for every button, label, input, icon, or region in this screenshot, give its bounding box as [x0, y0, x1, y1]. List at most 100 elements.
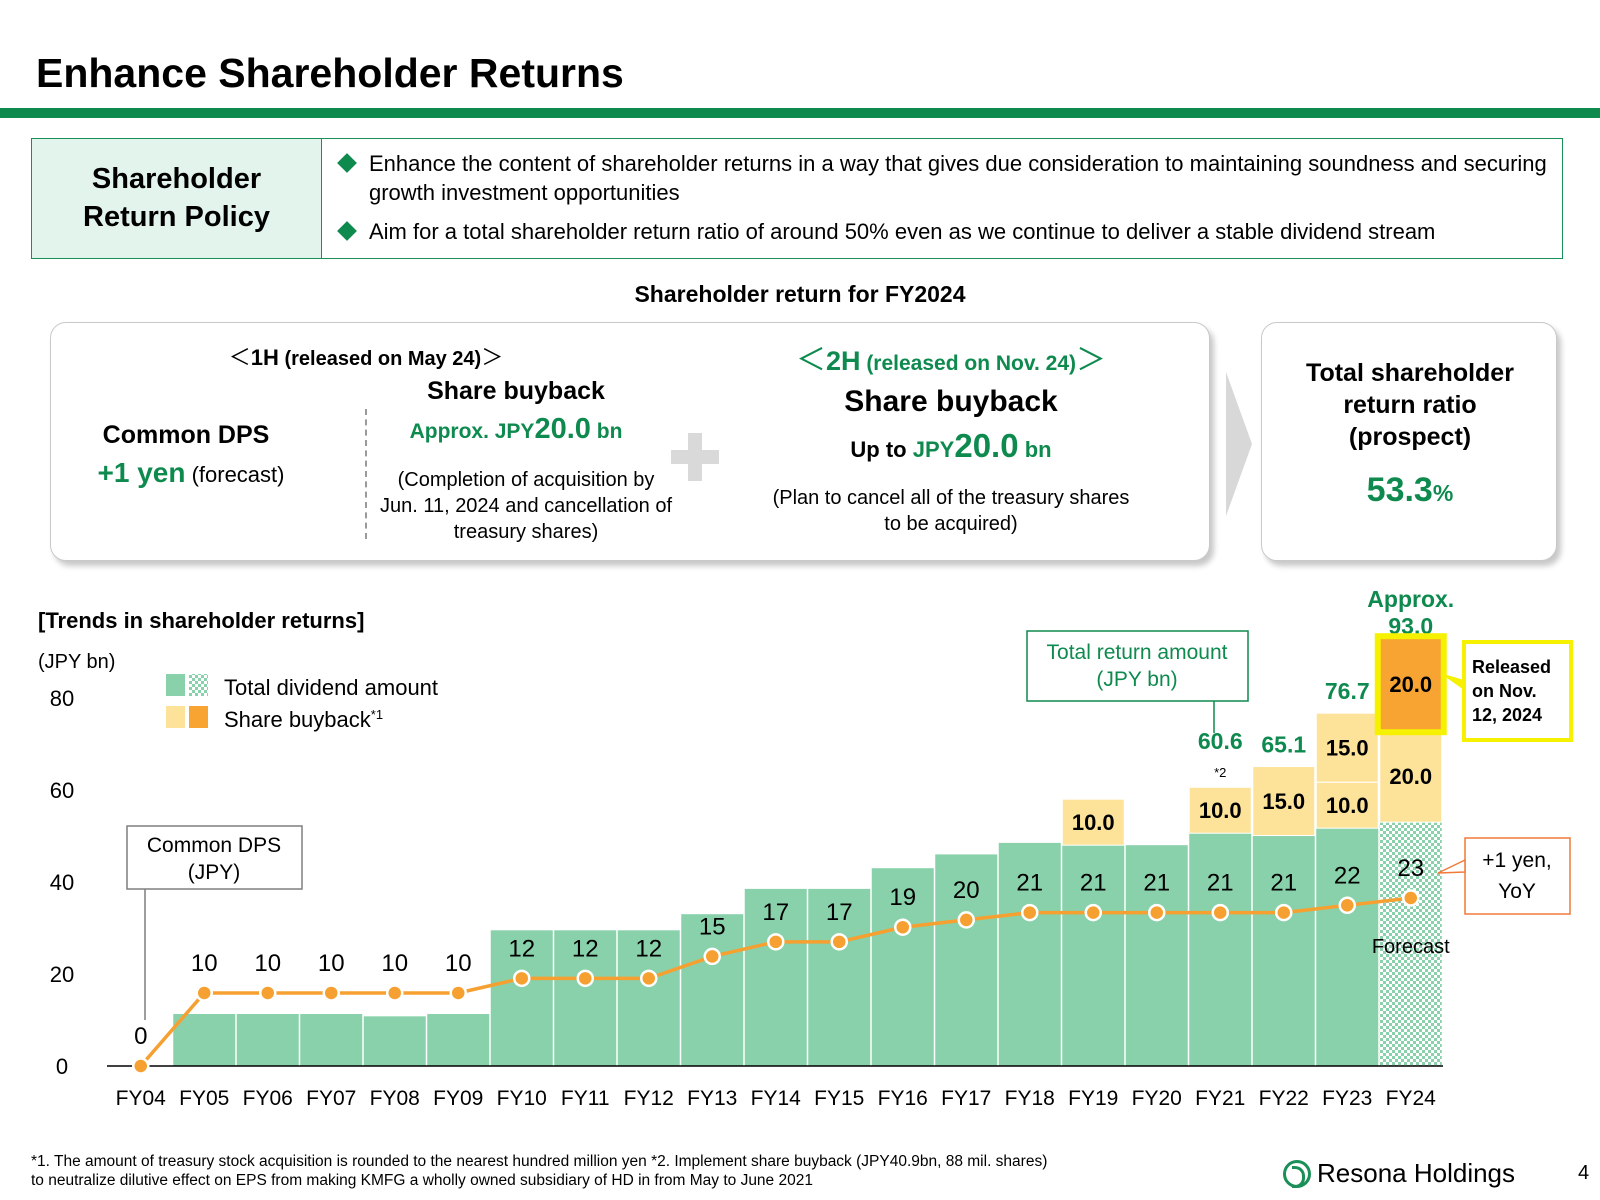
dps-point: [195, 984, 213, 1002]
dps-point: [259, 984, 277, 1002]
legend-label-buyback: Share buyback*1: [224, 707, 383, 732]
dps-point: [703, 947, 721, 966]
dps-value-label: 17: [762, 899, 789, 926]
dps-value-label: 15: [699, 913, 726, 940]
dps-point: [957, 911, 975, 929]
h1-header-sub: (released on May 24): [278, 348, 482, 370]
total-return-label: Approx.: [1367, 586, 1454, 612]
dps-value-label: 21: [1016, 870, 1043, 897]
ratio-title: Total shareholder return ratio (prospect…: [1306, 359, 1514, 451]
h1-buyback-unit: bn: [590, 420, 623, 443]
dps-value-label: 10: [254, 950, 281, 977]
policy-label: Shareholder Return Policy: [32, 139, 322, 258]
x-tick-label: FY14: [751, 1087, 802, 1110]
title-rule: [0, 108, 1600, 118]
page-number: 4: [1578, 1162, 1590, 1184]
dps-point: [449, 984, 467, 1002]
x-tick-label: FY04: [116, 1087, 167, 1110]
total-return-label: 65.1: [1261, 732, 1306, 758]
yoy-callout-text: YoY: [1498, 880, 1536, 903]
x-tick-label: FY09: [433, 1087, 483, 1110]
x-tick-label: FY16: [878, 1087, 928, 1110]
dividend-bar: [1379, 822, 1442, 1066]
h2-buyback-title: Share buyback: [844, 385, 1058, 418]
dps-point: [640, 969, 658, 988]
dps-value-label: 21: [1143, 870, 1170, 897]
total-return-callout-text: Total return amount: [1047, 641, 1228, 664]
dps-point: [1338, 896, 1356, 915]
h2-buyback-currency: JPY: [912, 437, 955, 462]
h2-header: ＜2H (released on Nov. 24)＞: [766, 335, 1136, 379]
policy-items: Enhance the content of shareholder retur…: [322, 139, 1562, 258]
total-return-note: *2: [1214, 765, 1226, 780]
h1-buyback-note: (Completion of acquisition by Jun. 11, 2…: [379, 469, 673, 543]
plus-icon: [671, 433, 719, 481]
x-tick-label: FY20: [1132, 1087, 1182, 1110]
buyback-value-label: 15.0: [1326, 736, 1369, 761]
dps-point: [1148, 903, 1166, 922]
h2-buyback-prefix: Up to: [850, 437, 913, 462]
dividend-bar: [744, 888, 807, 1066]
resona-logo-icon: [1283, 1159, 1311, 1188]
h1-header-open: ＜: [228, 345, 251, 370]
h2-header-open: ＜: [795, 344, 826, 377]
section-title: Shareholder return for FY2024: [634, 281, 966, 307]
policy-label-line2: Return Policy: [83, 200, 270, 233]
x-tick-label: FY24: [1386, 1087, 1437, 1110]
dps-point: [1084, 903, 1102, 922]
y-tick-label: 40: [50, 870, 74, 895]
x-tick-label: FY05: [179, 1087, 229, 1110]
dps-callout-text: Common DPS: [147, 834, 281, 857]
released-callout-text: Released: [1472, 657, 1551, 677]
dps-value-label: 23: [1397, 855, 1424, 882]
x-tick-label: FY21: [1195, 1087, 1245, 1110]
buyback-value-label: 20.0: [1389, 672, 1432, 697]
yoy-callout-text: +1 yen,: [1482, 849, 1551, 872]
dps-value-label: 17: [826, 899, 853, 926]
new-buyback-highlight: [1374, 633, 1447, 736]
dps-value-label: 10: [191, 950, 218, 977]
dps-value-label: 20: [953, 877, 980, 904]
buyback-bar: [1061, 798, 1125, 846]
x-tick-label: FY12: [624, 1087, 674, 1110]
dividend-bar: [1252, 835, 1315, 1066]
dps-point: [1021, 903, 1039, 922]
h2-buyback-amount: 20.0: [954, 427, 1019, 464]
h1-header-close: ＞: [481, 345, 504, 370]
page-title: Enhance Shareholder Returns: [36, 50, 624, 96]
h2-buyback-amount-line: Up to JPY20.0 bn: [766, 427, 1136, 465]
buyback-bar: [1252, 766, 1316, 837]
legend-footnote-mark: *1: [371, 707, 383, 722]
buyback-value-label: 10.0: [1072, 810, 1115, 835]
dps-value-label: 19: [889, 884, 916, 911]
h2-header-close: ＞: [1076, 344, 1107, 377]
dps-value: +1 yen: [97, 457, 186, 488]
legend-swatch-buyback-new: [189, 706, 208, 728]
released-callout-text: on Nov.: [1472, 681, 1537, 701]
dividend-bar: [490, 930, 553, 1066]
footnote: *1. The amount of treasury stock acquisi…: [31, 1152, 1047, 1190]
legend-swatch-buyback: [166, 706, 185, 728]
dps-value-label: 10: [318, 950, 345, 977]
arrow-right-icon: [1226, 372, 1252, 516]
dps-point: [322, 984, 340, 1002]
dps-value-label: 21: [1080, 870, 1107, 897]
company-logo-text: Resona Holdings: [1317, 1158, 1516, 1188]
dps-value-label: 22: [1334, 862, 1361, 889]
buyback-value-label: 20.0: [1389, 764, 1432, 789]
dps-point: [1402, 889, 1420, 907]
policy-item: Enhance the content of shareholder retur…: [337, 149, 1550, 207]
dps-point: [132, 1057, 150, 1075]
buyback-bar: [1315, 712, 1379, 783]
dps-value-label: 10: [445, 950, 472, 977]
total-return-label: 60.6: [1198, 728, 1243, 754]
policy-item-text: Aim for a total shareholder return ratio…: [369, 219, 1436, 244]
fy2024-detail-card: ＜1H (released on May 24)＞ Common DPS +1 …: [50, 322, 1210, 561]
dividend-bar: [935, 854, 998, 1066]
dps-title: Common DPS: [102, 421, 270, 449]
dps-point: [386, 984, 404, 1002]
x-tick-label: FY15: [814, 1087, 864, 1110]
dividend-bar: [1316, 828, 1379, 1066]
dps-note: (forecast): [185, 462, 285, 487]
